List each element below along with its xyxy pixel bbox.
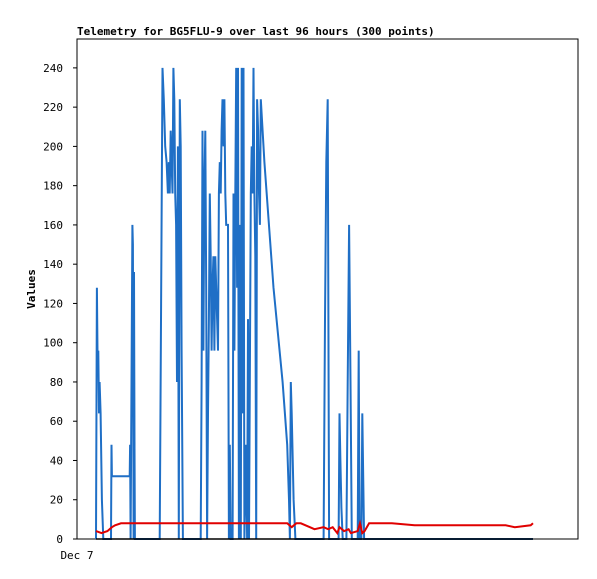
y-axis-label: Values xyxy=(25,269,38,309)
y-tick-label: 100 xyxy=(43,337,63,350)
chart-title: Telemetry for BG5FLU-9 over last 96 hour… xyxy=(77,25,435,38)
y-tick-label: 180 xyxy=(43,180,63,193)
y-tick-label: 120 xyxy=(43,297,63,310)
y-tick-label: 20 xyxy=(50,494,63,507)
y-tick-label: 200 xyxy=(43,140,63,153)
x-tick-label: Dec 7 xyxy=(60,549,93,562)
y-tick-label: 0 xyxy=(56,533,63,546)
series-line-red xyxy=(95,519,534,536)
y-tick-label: 160 xyxy=(43,219,63,232)
y-tick-label: 40 xyxy=(50,454,63,467)
y-axis: 0 20 40 60 80 100 120 140 160 180 200 220 240 xyxy=(43,62,77,546)
y-tick-label: 220 xyxy=(43,101,63,114)
y-tick-label: 60 xyxy=(50,415,63,428)
y-tick-label: 140 xyxy=(43,258,63,271)
x-axis: Dec 7 xyxy=(60,549,93,562)
y-tick-label: 240 xyxy=(43,62,63,75)
series-layer xyxy=(95,67,534,540)
y-tick-label: 80 xyxy=(50,376,63,389)
